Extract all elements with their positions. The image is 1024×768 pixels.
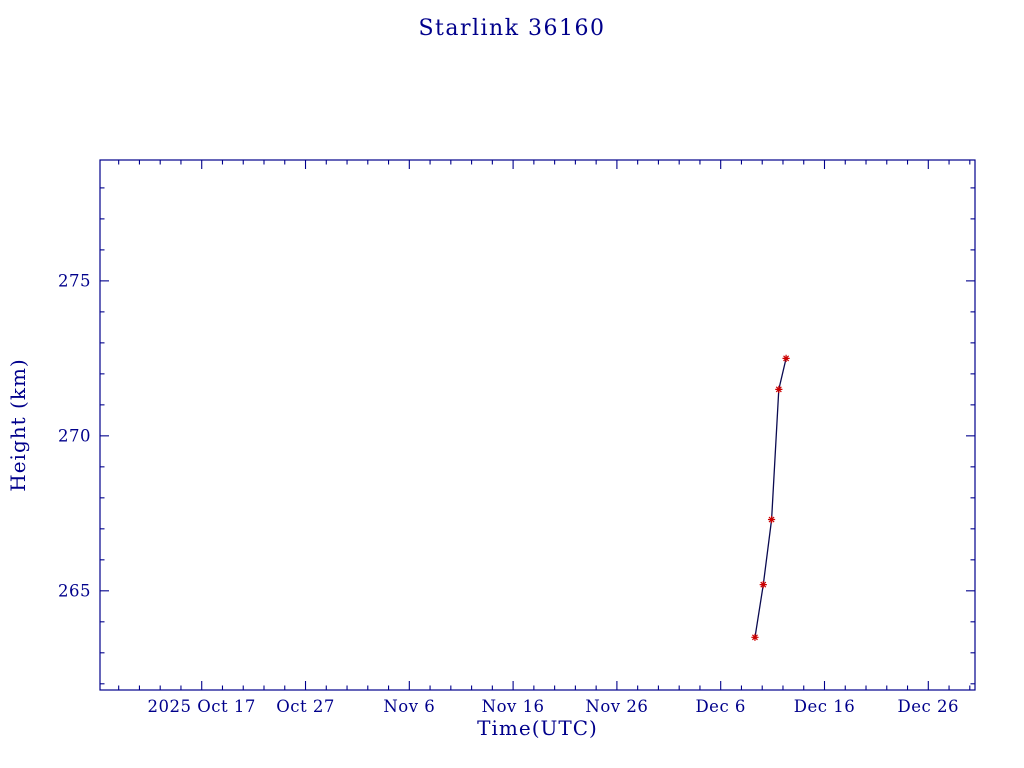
y-tick-label: 270 (58, 426, 91, 445)
data-point-marker (751, 633, 759, 641)
x-tick-label: Nov 16 (482, 697, 545, 716)
data-point-marker (782, 354, 790, 362)
height-series-line (754, 358, 787, 638)
data-point-marker (775, 385, 783, 393)
x-tick-label: Nov 6 (383, 697, 435, 716)
data-point-marker (759, 581, 767, 589)
x-tick-label: 2025 Oct 17 (148, 697, 256, 716)
data-point-marker (767, 515, 776, 524)
x-tick-label: Oct 27 (276, 697, 335, 716)
x-tick-label: Dec 16 (794, 697, 855, 716)
x-tick-label: Dec 6 (695, 697, 745, 716)
plot-frame (99, 159, 976, 691)
x-tick-label: Dec 26 (898, 697, 959, 716)
x-tick-label: Nov 26 (585, 697, 648, 716)
y-tick-label: 275 (58, 271, 91, 290)
y-tick-label: 265 (58, 581, 91, 600)
chart-title: Starlink 36160 (418, 16, 606, 41)
x-axis-label: Time(UTC) (477, 716, 598, 740)
